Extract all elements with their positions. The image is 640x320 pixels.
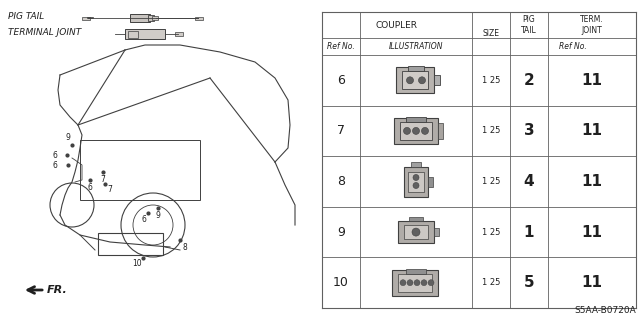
Bar xyxy=(434,228,439,236)
Text: COUPLER: COUPLER xyxy=(376,20,418,29)
Text: 6: 6 xyxy=(141,215,147,225)
Bar xyxy=(409,217,423,221)
Text: 9: 9 xyxy=(337,226,345,239)
Bar xyxy=(394,118,438,144)
Bar xyxy=(396,67,434,93)
Bar xyxy=(195,17,203,20)
Text: 11: 11 xyxy=(582,174,602,189)
Bar xyxy=(408,66,424,71)
Text: PIG TAIL: PIG TAIL xyxy=(8,12,44,21)
Text: 10: 10 xyxy=(333,276,349,289)
Bar xyxy=(400,122,432,140)
Bar xyxy=(98,233,163,255)
Text: 1 25: 1 25 xyxy=(482,76,500,85)
Bar xyxy=(408,172,424,191)
Text: SIZE: SIZE xyxy=(483,29,499,38)
Bar xyxy=(82,17,90,20)
Circle shape xyxy=(421,280,427,286)
Bar xyxy=(402,71,428,89)
Circle shape xyxy=(413,127,419,134)
Text: 1: 1 xyxy=(524,225,534,240)
Text: 6: 6 xyxy=(88,182,92,191)
Text: 6: 6 xyxy=(337,74,345,87)
Bar xyxy=(438,123,443,139)
Text: 4: 4 xyxy=(524,174,534,189)
Circle shape xyxy=(407,280,413,286)
Bar xyxy=(175,32,183,36)
Text: 6: 6 xyxy=(52,150,58,159)
Bar xyxy=(80,140,200,200)
Bar xyxy=(406,117,426,122)
Text: Ref No.: Ref No. xyxy=(327,42,355,51)
Circle shape xyxy=(412,228,420,236)
Bar xyxy=(428,177,433,187)
Bar xyxy=(411,162,421,166)
Text: TERM.
JOINT: TERM. JOINT xyxy=(580,15,604,35)
Bar xyxy=(152,16,158,20)
Text: 7: 7 xyxy=(100,174,106,183)
Text: 7: 7 xyxy=(337,124,345,137)
Text: Ref No.: Ref No. xyxy=(559,42,587,51)
Text: 2: 2 xyxy=(524,73,534,88)
Bar xyxy=(406,269,426,274)
Bar xyxy=(128,30,138,37)
Bar xyxy=(398,274,432,292)
Circle shape xyxy=(400,280,406,286)
Circle shape xyxy=(406,77,413,84)
Text: 5: 5 xyxy=(524,275,534,290)
Text: 9: 9 xyxy=(156,211,161,220)
Circle shape xyxy=(419,77,426,84)
Text: 8: 8 xyxy=(337,175,345,188)
Bar xyxy=(148,15,154,21)
Text: FR.: FR. xyxy=(47,285,68,295)
Text: 1 25: 1 25 xyxy=(482,177,500,186)
Bar xyxy=(130,14,150,22)
Bar xyxy=(398,221,434,243)
Bar xyxy=(125,29,165,39)
Text: 11: 11 xyxy=(582,73,602,88)
Circle shape xyxy=(403,127,410,134)
Circle shape xyxy=(422,127,429,134)
Text: TERMINAL JOINT: TERMINAL JOINT xyxy=(8,28,81,37)
Text: 11: 11 xyxy=(582,225,602,240)
Text: S5AA-B0720A: S5AA-B0720A xyxy=(574,306,636,315)
Circle shape xyxy=(414,280,420,286)
Text: 3: 3 xyxy=(524,124,534,138)
Circle shape xyxy=(428,280,434,286)
Bar xyxy=(392,270,438,296)
Bar xyxy=(404,166,428,196)
Text: ILLUSTRATION: ILLUSTRATION xyxy=(388,42,444,51)
Text: 10: 10 xyxy=(132,260,142,268)
Text: 11: 11 xyxy=(582,124,602,138)
Text: PIG
TAIL: PIG TAIL xyxy=(521,15,537,35)
Text: 8: 8 xyxy=(182,243,188,252)
Text: 1 25: 1 25 xyxy=(482,228,500,236)
Text: 1 25: 1 25 xyxy=(482,278,500,287)
Bar xyxy=(434,75,440,85)
Bar xyxy=(404,225,428,239)
Text: 7: 7 xyxy=(108,186,113,195)
Text: 1 25: 1 25 xyxy=(482,126,500,135)
Circle shape xyxy=(413,174,419,180)
Text: 6: 6 xyxy=(52,161,58,170)
Circle shape xyxy=(413,182,419,188)
Text: 9: 9 xyxy=(65,133,70,142)
Text: 11: 11 xyxy=(582,275,602,290)
